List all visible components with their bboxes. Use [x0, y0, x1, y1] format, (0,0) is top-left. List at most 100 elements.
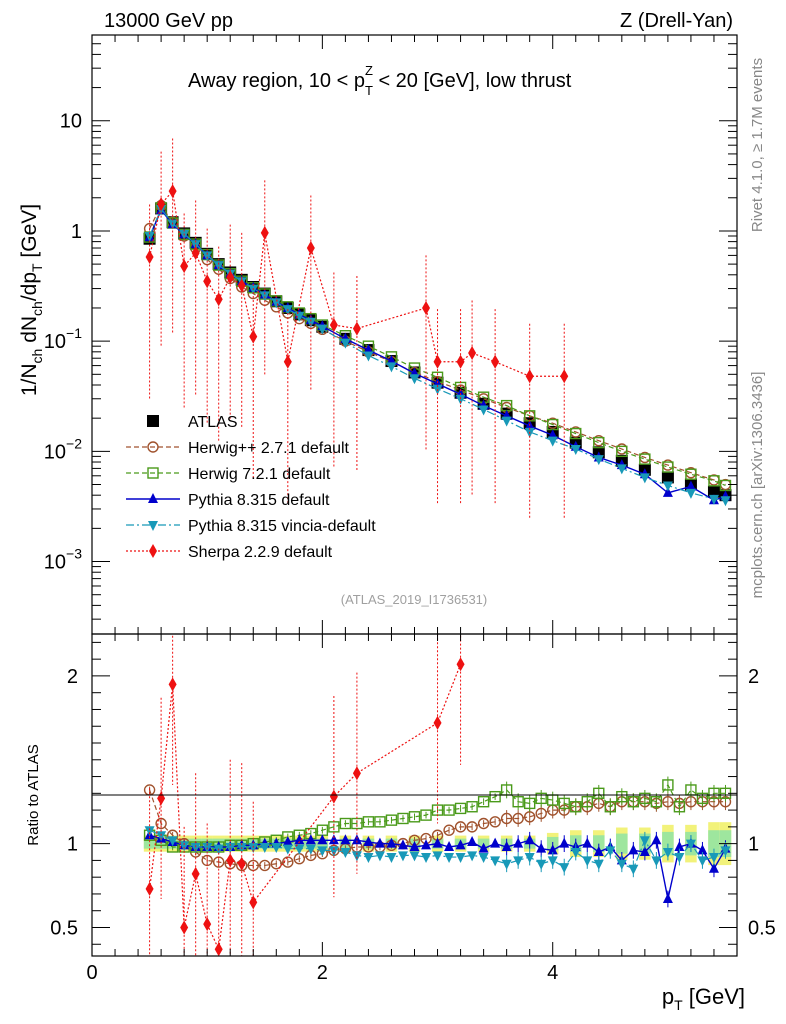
data-point — [525, 369, 534, 384]
data-point — [639, 453, 651, 465]
ratio-point — [433, 715, 442, 730]
series-line — [149, 204, 726, 486]
ratio-point — [628, 864, 639, 875]
header-process-label: Z (Drell-Yan) — [620, 10, 733, 32]
ratio-point — [305, 834, 316, 845]
ratio-point — [559, 863, 570, 874]
ratio-point — [490, 837, 501, 848]
stat-band — [616, 833, 628, 854]
ratio-point — [489, 816, 501, 828]
ratio-point — [294, 834, 305, 845]
ratio-point — [432, 851, 443, 862]
legend-entry: ATLAS — [147, 414, 238, 431]
ratio-point — [409, 851, 420, 862]
series-sherpa-2-2-9-default — [145, 138, 569, 520]
ratio-point — [282, 856, 294, 868]
ratio-point — [662, 848, 673, 859]
ratio-point — [536, 842, 547, 853]
ratio-point — [397, 839, 408, 850]
ratio-point — [523, 797, 536, 810]
ratio-point — [650, 796, 663, 808]
data-point — [501, 416, 512, 427]
data-point — [720, 496, 731, 507]
ratio-point — [237, 856, 246, 871]
ratio-point — [570, 801, 582, 813]
ratio-point — [674, 853, 685, 864]
ratio-point — [582, 856, 593, 867]
ratio-point — [708, 853, 719, 864]
ratio-point — [156, 831, 167, 842]
ratio-point — [466, 821, 478, 833]
data-point — [260, 225, 269, 240]
ratio-point — [477, 796, 490, 808]
ratio-y-tick-label-right: 2 — [748, 666, 759, 688]
data-point — [329, 318, 338, 333]
ratio-point — [467, 851, 478, 862]
ratio-point — [559, 837, 570, 848]
ratio-point — [477, 817, 490, 830]
ratio-point — [145, 881, 154, 896]
data-point — [570, 445, 581, 456]
data-point — [707, 485, 720, 498]
legend-entry: Pythia 8.315 vincia-default — [126, 518, 376, 535]
ratio-y-tick-label: 2 — [67, 666, 78, 688]
ratio-point — [180, 920, 189, 935]
data-point — [363, 351, 374, 362]
data-point — [708, 475, 720, 487]
ratio-point — [489, 790, 501, 803]
rivet-version-label: Rivet 4.1.0, ≥ 1.7M events — [749, 58, 766, 232]
ratio-point — [501, 840, 512, 851]
data-point — [214, 292, 223, 307]
data-point — [639, 473, 650, 484]
ratio-point — [662, 779, 674, 791]
legend-label: Pythia 8.315 vincia-default — [188, 518, 376, 535]
ratio-point — [558, 797, 570, 810]
ratio-point — [351, 834, 362, 845]
ratio-point — [616, 790, 628, 803]
data-point — [422, 300, 431, 315]
stat-band — [143, 838, 156, 849]
y-tick-label: 10 — [60, 111, 82, 133]
ratio-point — [605, 846, 616, 857]
ratio-point — [524, 853, 535, 864]
ratio-point — [454, 802, 467, 815]
data-point — [685, 488, 696, 499]
legend-label: Sherpa 2.2.9 default — [188, 544, 333, 561]
axes-layer: 0 2 4 10−3 10−2 10−1 1 10 0.5 0.5 1 1 2 2 — [44, 34, 776, 984]
ratio-y-tick-label-right: 0.5 — [748, 917, 776, 939]
ratio-point — [363, 835, 374, 846]
ratio-point — [536, 859, 547, 870]
ratio-point — [168, 677, 177, 692]
legend-marker — [147, 415, 159, 427]
y-tick-label: 10−1 — [44, 325, 82, 353]
data-point — [237, 278, 246, 293]
header-energy-label: 13000 GeV pp — [104, 10, 233, 32]
ratio-point — [697, 844, 708, 855]
data-point — [202, 251, 213, 262]
data-point — [433, 354, 442, 369]
ratio-point — [512, 812, 524, 825]
ratio-point — [432, 837, 443, 848]
data-point — [662, 461, 674, 473]
data-point — [306, 241, 315, 256]
data-point — [271, 298, 282, 309]
ratio-y-tick-label: 1 — [67, 834, 78, 856]
ratio-point — [317, 846, 328, 857]
ratio-point — [421, 853, 432, 864]
x-tick-label: 0 — [86, 962, 97, 984]
y-tick-label: 10−3 — [44, 546, 82, 574]
mcplots-label: mcplots.cern.ch [arXiv:1306.3436] — [749, 372, 766, 599]
ratio-point — [271, 842, 282, 853]
ratio-point — [593, 787, 605, 800]
x-tick-label: 4 — [547, 962, 558, 984]
data-point — [468, 346, 477, 361]
ratio-point — [490, 856, 501, 867]
data-point — [180, 259, 189, 274]
ratio-point — [282, 835, 293, 846]
ratio-point — [535, 807, 547, 820]
ratio-point — [674, 840, 685, 851]
ratio-point — [374, 851, 385, 862]
data-point — [478, 405, 489, 416]
ratio-point — [259, 859, 271, 872]
ratio-point — [203, 917, 212, 932]
